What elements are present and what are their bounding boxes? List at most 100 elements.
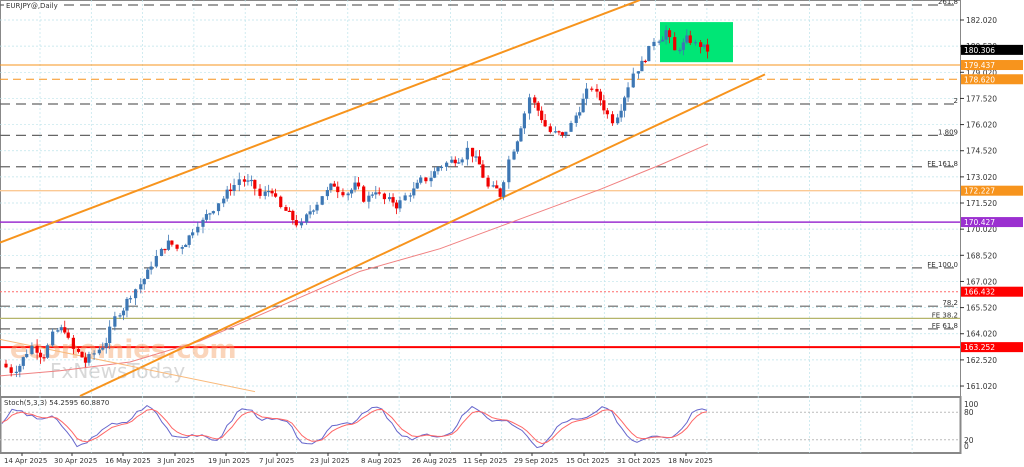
candle-body [287, 210, 291, 213]
candle-body [362, 186, 366, 202]
candle-body [548, 126, 552, 132]
candle-body [415, 182, 419, 189]
candle-body [450, 159, 454, 163]
candle-body [474, 156, 478, 158]
candle-body [315, 204, 319, 211]
candle-body [204, 214, 209, 220]
candle-body [356, 182, 361, 187]
date-label: 3 Jun 2025 [157, 457, 195, 465]
candle-body [92, 353, 96, 355]
price-tick-label: 173.020 [966, 173, 997, 182]
candle-body [246, 180, 250, 182]
fib-label: 1.809 [938, 128, 958, 136]
candle-body [279, 196, 283, 208]
trend-line-down [0, 338, 256, 393]
candle-body [267, 190, 271, 193]
candle-body [647, 45, 651, 62]
candle-body [83, 357, 88, 363]
candle-body [408, 195, 412, 197]
candle-body [623, 97, 627, 111]
candle-body [175, 244, 179, 249]
grid [0, 0, 962, 454]
candle-body [18, 365, 22, 372]
price-tag-orange [961, 74, 1023, 85]
channel-lower [79, 73, 766, 397]
candle-body [515, 141, 520, 152]
candle-body [432, 171, 437, 178]
candle-body [439, 166, 444, 169]
moving-average [0, 143, 709, 377]
candle-body [519, 128, 523, 142]
candle-body [108, 326, 112, 344]
candle-body [149, 266, 153, 270]
candle-body [470, 147, 475, 157]
candle-body [305, 214, 309, 223]
price-tag-label: 179.437 [964, 61, 995, 70]
candle-body [273, 193, 278, 197]
candle-body [382, 193, 387, 200]
candlesticks [4, 25, 710, 378]
candle-body [616, 117, 620, 124]
price-tick-label: 182.020 [966, 16, 997, 25]
price-tag-orange-light [961, 185, 1023, 196]
fibonacci-levels: 261.8 2 1.809 FE 161.8 FE 100.0 78.2 FE 38.2 FE… [0, 0, 960, 330]
candle-body [581, 98, 585, 113]
price-tick-label: 164.020 [966, 330, 997, 339]
ma-line [0, 143, 709, 377]
candle-body [412, 188, 416, 196]
stoch-level-label: 20 [964, 436, 974, 445]
date-axis: 14 Apr 2025 30 Apr 2025 16 May 2025 3 Jun 2… [4, 453, 713, 465]
candle-body [626, 87, 630, 98]
chart-title: EURJPY@,Daily [4, 2, 60, 10]
price-tag-current [961, 44, 1023, 55]
candle-body [25, 354, 29, 358]
stoch-signal-line [1, 408, 708, 445]
date-label: 16 May 2025 [105, 457, 151, 465]
candle-body [4, 363, 8, 368]
candle-body [332, 183, 336, 187]
candle-body [291, 210, 295, 221]
candle-body [640, 60, 644, 72]
candle-body [180, 247, 184, 249]
candle-body [9, 367, 13, 373]
candle-body [128, 298, 133, 300]
fib-label: FE 38.2 [932, 311, 958, 319]
candle-body [657, 41, 661, 43]
candle-body [63, 327, 67, 333]
candle-body [56, 330, 60, 332]
candle-body [45, 345, 50, 358]
candle-body [163, 248, 167, 251]
candle-body [71, 337, 75, 349]
candle-body [346, 193, 350, 196]
candle-body [652, 41, 656, 46]
candle-body [284, 207, 288, 211]
fib-label: 261.8 [938, 0, 958, 6]
horizontal-levels [0, 64, 960, 349]
date-label: 23 Jul 2025 [310, 457, 350, 465]
price-axis: 182.020180.520179.020177.520176.020174.5… [960, 16, 997, 391]
candle-body [667, 30, 672, 38]
candle-body [477, 156, 482, 165]
candle-body [35, 345, 39, 353]
candle-body [533, 97, 537, 103]
price-tick-label: 171.520 [966, 199, 997, 208]
candle-body [595, 88, 599, 92]
candle-body [574, 115, 578, 123]
candle-body [419, 177, 423, 183]
candle-body [211, 211, 215, 214]
fib-label: FE 161.8 [927, 160, 958, 168]
candle-body [97, 349, 101, 354]
candle-body [664, 30, 668, 40]
candle-body [263, 191, 267, 196]
candle-body [685, 35, 689, 43]
candle-body [605, 110, 609, 115]
stoch-frame [0, 396, 962, 454]
fib-label: 2 [954, 97, 958, 105]
candle-body [232, 184, 236, 191]
trend-channel [0, 0, 766, 397]
candle-body [522, 113, 526, 129]
candle-body [560, 132, 564, 135]
price-tick-label: 165.520 [966, 304, 997, 313]
price-tag-red [961, 342, 1023, 353]
